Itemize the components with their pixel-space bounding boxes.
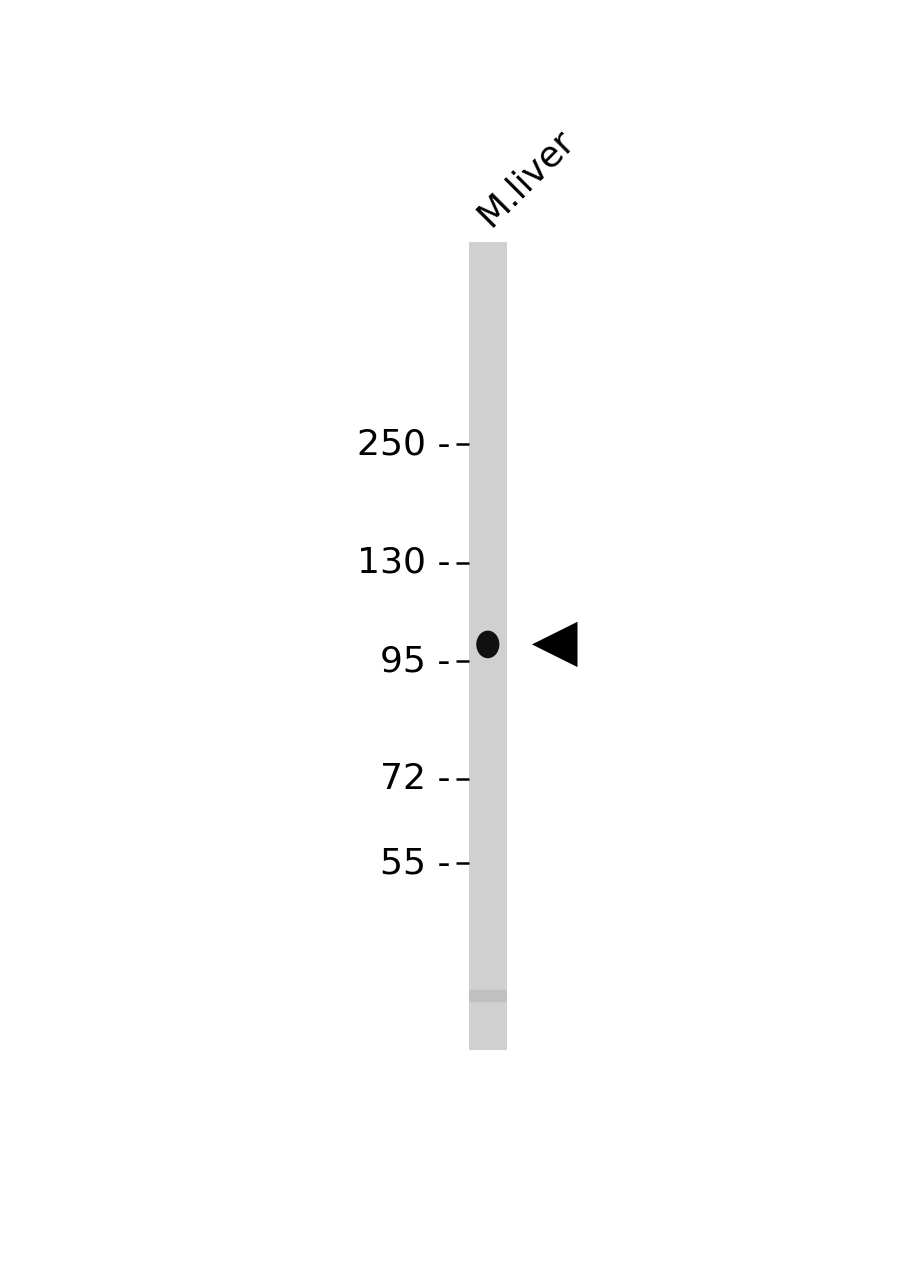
Text: 95 -: 95 - (379, 644, 450, 678)
Ellipse shape (476, 631, 498, 658)
Polygon shape (531, 622, 577, 667)
Text: 55 -: 55 - (379, 846, 450, 881)
Text: 72 -: 72 - (379, 763, 450, 796)
Bar (468, 991, 507, 1002)
Text: 250 -: 250 - (357, 428, 450, 461)
Text: 130 -: 130 - (357, 545, 450, 580)
Text: M.liver: M.liver (470, 123, 580, 233)
Bar (468, 242, 507, 1051)
